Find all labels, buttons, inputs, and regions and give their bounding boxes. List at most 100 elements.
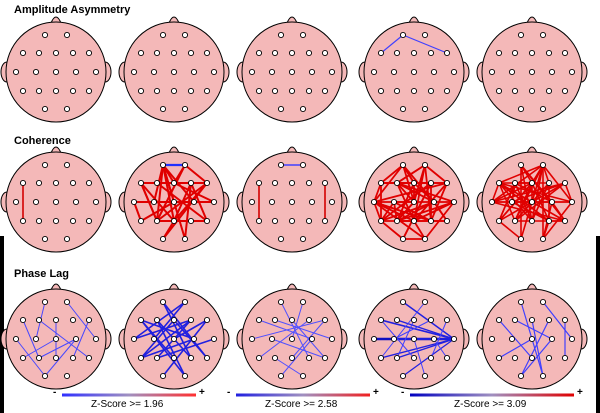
electrode-t3	[488, 198, 496, 206]
connection-line	[44, 338, 77, 377]
nose-shape	[286, 146, 298, 154]
electrode-f4	[305, 179, 313, 187]
head-map	[236, 146, 348, 253]
electrode-fp1	[399, 161, 407, 169]
electrode-f4	[427, 179, 435, 187]
electrode-fz	[410, 316, 418, 324]
electrode-o1	[517, 105, 525, 113]
electrode-fp2	[181, 298, 189, 306]
nose-shape	[168, 283, 180, 291]
electrode-o1	[41, 105, 49, 113]
connection-line	[271, 338, 326, 359]
legend-plus-sign: +	[373, 387, 379, 398]
connection-line	[413, 164, 426, 203]
connection-line	[291, 301, 304, 340]
electrode-t5	[19, 217, 27, 225]
electrode-o1	[517, 235, 525, 243]
electrode-fz	[170, 179, 178, 187]
connection-line	[542, 164, 573, 203]
electrode-f4	[427, 49, 435, 57]
nose-shape	[50, 16, 62, 24]
electrode-f3	[35, 316, 43, 324]
electrode-t5	[377, 87, 385, 95]
electrode-cz	[52, 335, 60, 343]
electrode-o1	[277, 105, 285, 113]
electrode-cz	[288, 198, 296, 206]
electrode-fz	[410, 49, 418, 57]
electrode-fp1	[399, 31, 407, 39]
electrode-f4	[305, 316, 313, 324]
nose-shape	[168, 16, 180, 24]
connection-line	[133, 201, 142, 222]
electrode-o1	[277, 372, 285, 380]
connection-line	[38, 319, 90, 359]
connection-line	[66, 301, 97, 340]
connection-line	[498, 338, 533, 359]
electrode-f4	[69, 316, 77, 324]
electrode-f3	[393, 179, 401, 187]
electrode-fp2	[299, 298, 307, 306]
connection-line	[514, 182, 533, 222]
connection-line	[514, 319, 553, 340]
electrode-p4	[305, 87, 313, 95]
electrode-pz	[52, 217, 60, 225]
electrode-cz	[410, 68, 418, 76]
electrode-fz	[528, 179, 536, 187]
electrode-f4	[187, 49, 195, 57]
electrode-c4	[548, 335, 556, 343]
electrode-t5	[255, 217, 263, 225]
electrode-p4	[187, 354, 195, 362]
phase-lag-title: Phase Lag	[14, 268, 70, 280]
nose-shape	[526, 16, 538, 24]
electrode-p3	[511, 87, 519, 95]
connection-line	[380, 338, 455, 359]
connection-line	[551, 201, 566, 222]
electrode-t6	[85, 354, 93, 362]
connection-line	[396, 182, 415, 203]
connection-line	[433, 338, 448, 359]
electrode-c4	[430, 335, 438, 343]
connection-line	[430, 182, 448, 222]
electrode-o1	[41, 372, 49, 380]
electrode-fp1	[159, 298, 167, 306]
electrode-pz	[528, 87, 536, 95]
electrode-pz	[52, 354, 60, 362]
electrode-fp1	[41, 161, 49, 169]
electrode-o2	[421, 105, 429, 113]
connection-line	[291, 319, 326, 359]
connection-line	[396, 338, 455, 359]
electrode-f7	[19, 316, 27, 324]
electrode-o2	[539, 105, 547, 113]
connection-line	[373, 201, 382, 222]
electrode-p3	[35, 217, 43, 225]
connection-line	[402, 164, 415, 203]
electrode-c3	[390, 335, 398, 343]
electrode-f8	[321, 179, 329, 187]
electrode-t5	[137, 354, 145, 362]
electrode-f7	[495, 316, 503, 324]
nose-shape	[408, 146, 420, 154]
electrode-c3	[508, 335, 516, 343]
electrode-fp2	[63, 31, 71, 39]
electrode-t3	[12, 335, 20, 343]
electrode-c4	[72, 68, 80, 76]
electrode-f4	[427, 316, 435, 324]
nose-shape	[408, 16, 420, 24]
legend-gradient-bar	[410, 393, 574, 397]
electrode-p3	[511, 354, 519, 362]
electrode-fz	[288, 179, 296, 187]
connection-line	[162, 301, 192, 359]
electrode-t3	[488, 335, 496, 343]
electrode-p4	[545, 217, 553, 225]
connection-line	[140, 319, 186, 377]
electrode-f7	[137, 49, 145, 57]
electrode-fp1	[277, 31, 285, 39]
electrode-t3	[488, 68, 496, 76]
electrode-f8	[561, 49, 569, 57]
electrode-f8	[85, 179, 93, 187]
head-map	[476, 283, 588, 390]
electrode-t3	[130, 198, 138, 206]
electrode-f4	[69, 49, 77, 57]
electrode-fp2	[421, 31, 429, 39]
electrode-p3	[271, 87, 279, 95]
